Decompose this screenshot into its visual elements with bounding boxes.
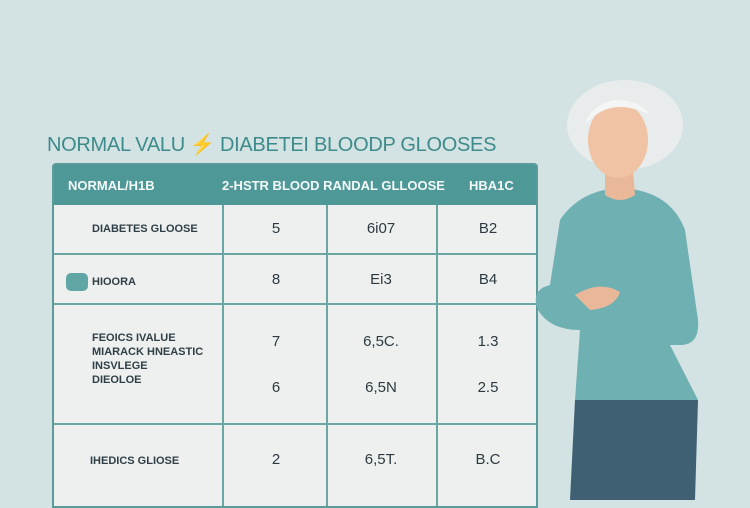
cell: 1.3 [477,333,499,350]
trousers [570,400,698,500]
glucose-table: NORMAL/H1B 2-HSTR BLOOD RANDAL GLLOOSE H… [52,163,538,508]
header-col-2: 2-HSTR BLOOD RANDAL GLLOOSE [222,178,445,193]
table-header: NORMAL/H1B 2-HSTR BLOOD RANDAL GLLOOSE H… [54,165,536,205]
header-col-1: NORMAL/H1B [68,178,155,193]
cell: 6,5N [365,379,397,396]
divider [326,205,328,506]
row-label: MIARACK HNEASTIC [92,346,204,358]
row-label: INSVLEGE [92,360,148,372]
cell: B.C [475,451,501,468]
cell: 2.5 [477,379,499,396]
cell: 6 [271,379,281,396]
cell: 2 [271,451,281,468]
row-label: DIEOLOE [92,374,142,386]
face [588,102,648,178]
cell: 6,5C. [363,333,399,350]
elderly-woman-illustration [535,80,699,500]
divider [222,205,224,506]
cell: Ei3 [370,271,392,288]
cell: 7 [271,333,281,350]
color-swatch [66,273,88,291]
neck [605,170,635,200]
row-label: DIABETES GLOOSE [92,223,198,235]
hands [575,286,620,310]
cell: 6,5T. [364,451,398,468]
row-label: FEOICS IVALUE [92,332,176,344]
divider [54,423,536,425]
row-label: IHEDICS GLIOSE [90,455,180,467]
cell: 6i07 [366,220,396,237]
cell: 5 [271,220,281,237]
cell: B4 [478,271,498,288]
row-label: HIOORA [92,276,136,288]
divider [436,205,438,506]
divider [54,303,536,305]
hair-fringe [585,100,650,125]
header-col-3: HBA1C [469,178,514,193]
page-title: NORMAL VALU ⚡ DIABETEI BLOODP GLOOSES [47,134,497,156]
cell: 8 [271,271,281,288]
cell: B2 [478,220,498,237]
divider [54,253,536,255]
